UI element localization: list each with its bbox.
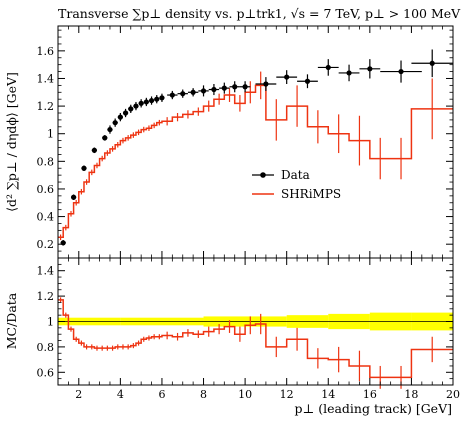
data-point: [143, 99, 149, 105]
shrimps-series: [58, 71, 453, 241]
data-point: [304, 78, 311, 84]
data-point: [221, 85, 227, 91]
data-point: [367, 66, 373, 72]
data-point: [398, 68, 404, 75]
legend-shrimps-label: SHRiMPS: [281, 187, 341, 201]
data-point: [159, 95, 165, 101]
data-point: [284, 74, 290, 80]
main-y-tick-label: 1.4: [37, 72, 55, 85]
x-tick-label: 8: [200, 388, 207, 401]
x-tick-label: 2: [75, 388, 82, 401]
ratio-y-tick-label: 0.8: [37, 341, 55, 354]
legend-item-data: Data: [252, 168, 310, 182]
data-point: [346, 70, 352, 76]
data-point: [70, 194, 77, 200]
main-y-tick-label: 1.2: [37, 100, 55, 113]
legend-data-marker: [260, 172, 266, 178]
data-point: [180, 91, 186, 97]
ratio-histogram-line: [58, 299, 453, 379]
ratio-ticks: 0.6 0.8 1 1.2 1.4 2 4 6 8 10 12 14 16 18 20: [37, 258, 460, 401]
data-point: [232, 84, 238, 90]
x-axis-label: p⊥ (leading track) [GeV]: [294, 401, 452, 416]
ratio-ylabel: MC/Data: [4, 292, 19, 349]
ratio-y-tick-label: 1: [47, 316, 54, 329]
main-y-tick-label: 0.2: [37, 238, 55, 251]
data-point: [154, 96, 160, 102]
main-ticks: 0.2 0.4 0.6 0.8 1 1.2 1.4 1.6: [37, 26, 454, 258]
x-tick-label: 16: [363, 388, 377, 401]
x-tick-label: 20: [446, 388, 460, 401]
data-point: [81, 165, 87, 171]
main-ylabel: ⟨d² ∑p⊥ / dηdϕ⟩ [GeV]: [4, 72, 19, 212]
data-point: [200, 88, 207, 94]
data-point: [117, 114, 123, 120]
data-point: [190, 89, 196, 95]
chart-title: Transverse ∑p⊥ density vs. p⊥trk1, √s = …: [58, 6, 461, 21]
legend-data-label: Data: [281, 168, 310, 182]
ratio-frame: [57, 257, 454, 386]
data-point: [91, 147, 97, 153]
legend-item-shrimps: SHRiMPS: [252, 187, 341, 201]
ratio-series: [58, 297, 453, 389]
data-point: [148, 97, 155, 104]
data-point: [122, 110, 129, 116]
data-point: [133, 103, 139, 109]
data-point: [138, 100, 144, 106]
data-point: [128, 106, 134, 112]
main-y-tick-label: 1: [47, 128, 54, 141]
data-point: [325, 64, 331, 71]
main-y-tick-label: 1.6: [37, 45, 55, 58]
x-tick-label: 10: [238, 388, 252, 401]
ratio-y-tick-label: 1.4: [37, 265, 55, 278]
shrimps-histogram-line: [58, 84, 453, 239]
main-y-tick-label: 0.6: [37, 183, 55, 196]
ratio-y-tick-label: 1.2: [37, 290, 55, 303]
data-point: [169, 92, 175, 98]
data-point: [242, 84, 248, 90]
main-panel: 0.2 0.4 0.6 0.8 1 1.2 1.4 1.6 ⟨d² ∑p⊥ / dηdϕ⟩ […: [4, 25, 454, 259]
ratio-y-tick-label: 0.6: [37, 366, 55, 379]
data-point: [107, 126, 113, 133]
x-tick-label: 18: [404, 388, 418, 401]
data-point: [211, 86, 217, 93]
data-point: [263, 81, 269, 87]
data-point: [102, 135, 108, 141]
x-tick-label: 6: [158, 388, 165, 401]
main-y-tick-label: 0.4: [37, 211, 55, 224]
x-tick-label: 4: [117, 388, 124, 401]
x-tick-label: 14: [321, 388, 335, 401]
data-point: [60, 240, 66, 246]
main-y-tick-label: 0.8: [37, 155, 55, 168]
ratio-panel: 0.6 0.8 1 1.2 1.4 2 4 6 8 10 12 14 16 18 20 MC/Data p⊥…: [4, 257, 460, 416]
data-series: [60, 49, 453, 246]
x-tick-label: 12: [280, 388, 294, 401]
legend: Data SHRiMPS: [252, 168, 341, 201]
data-point: [112, 120, 118, 126]
data-point: [429, 60, 435, 66]
